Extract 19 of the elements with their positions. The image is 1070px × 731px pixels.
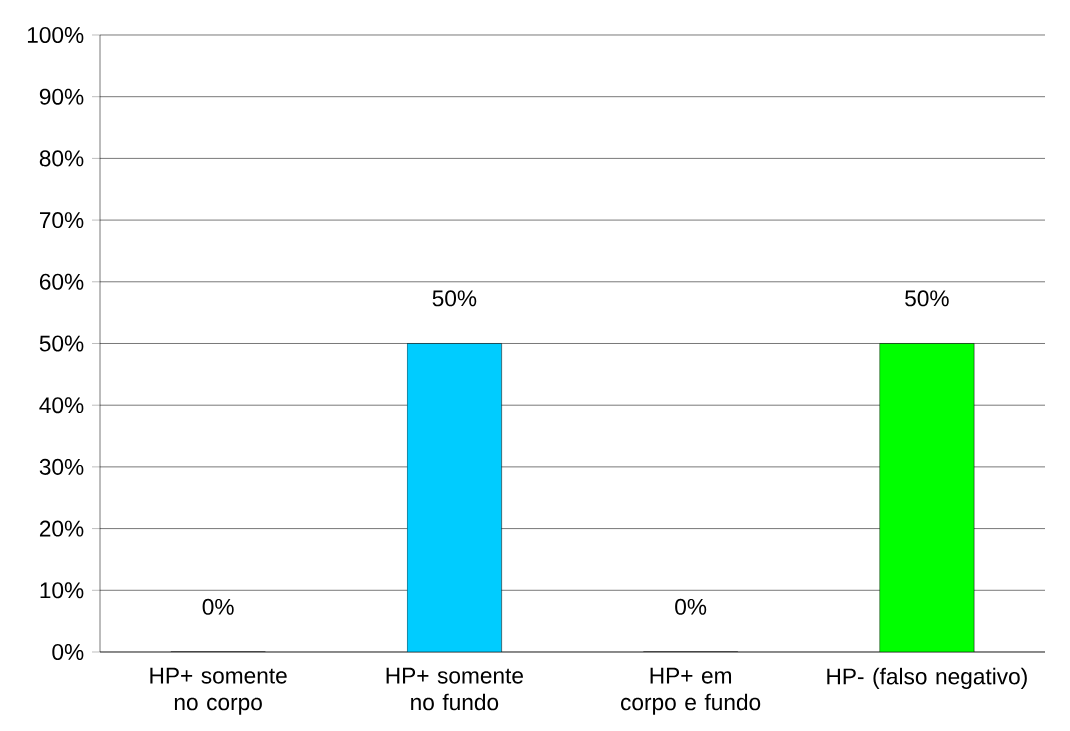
data-label: 0% bbox=[675, 598, 707, 615]
y-tick-label: 60% bbox=[39, 273, 84, 290]
y-tick-label: 90% bbox=[39, 88, 84, 105]
y-tick-label: 20% bbox=[39, 520, 84, 537]
x-tick-label: HP+ em corpo e fundo bbox=[621, 667, 761, 715]
x-tick-label: HP- (falso negativo) bbox=[827, 667, 1027, 689]
y-tick-label: 40% bbox=[39, 397, 84, 414]
y-tick-label: 50% bbox=[39, 335, 84, 352]
y-tick-label: 30% bbox=[39, 458, 84, 475]
x-tick-label: HP+ somente no fundo bbox=[386, 667, 523, 711]
y-tick-label: 70% bbox=[39, 212, 84, 229]
y-tick-label: 80% bbox=[39, 150, 84, 167]
data-label: 50% bbox=[432, 290, 477, 307]
data-label: 50% bbox=[905, 290, 949, 307]
y-tick-label: 10% bbox=[40, 582, 84, 599]
x-tick-label: HP+ somente no corpo bbox=[150, 667, 287, 715]
data-label: 0% bbox=[202, 598, 234, 615]
y-tick-label: 0% bbox=[52, 643, 84, 661]
y-tick-label: 100% bbox=[27, 26, 84, 44]
